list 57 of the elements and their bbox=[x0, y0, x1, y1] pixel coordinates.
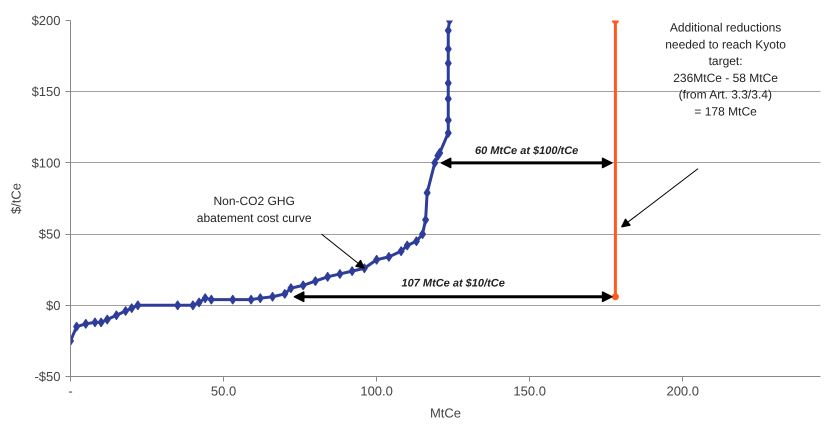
x-tick-label: 200.0 bbox=[666, 384, 700, 398]
y-tick-label: $150 bbox=[32, 84, 60, 100]
y-tick-label: $100 bbox=[32, 155, 60, 170]
y-tick-label: $0 bbox=[46, 298, 61, 313]
point bbox=[112, 310, 120, 320]
annotation: Non-CO2 GHG abatement cost curve bbox=[196, 194, 312, 226]
point bbox=[336, 268, 344, 279]
point bbox=[256, 293, 264, 304]
point bbox=[444, 58, 452, 68]
point bbox=[424, 188, 431, 198]
x-tick-label: 150.0 bbox=[513, 384, 546, 398]
y-tick-label: -$50 bbox=[34, 369, 61, 384]
point bbox=[412, 236, 420, 246]
x-axis-title: MtCe bbox=[430, 406, 462, 420]
point bbox=[91, 317, 98, 328]
annotation: Additional reductions needed to reach Kyoto target: 236MtCe - 58 MtCe (from Art. 3.3/3.4) = 178 MtCe bbox=[665, 20, 786, 118]
point bbox=[373, 254, 380, 265]
point bbox=[196, 297, 203, 308]
x-tick-label: 50.0 bbox=[210, 384, 236, 398]
point bbox=[300, 280, 307, 290]
point bbox=[398, 246, 405, 256]
y-axis-title: $/tCe bbox=[8, 182, 24, 214]
point bbox=[404, 240, 411, 250]
point bbox=[82, 318, 90, 329]
point bbox=[436, 148, 444, 158]
point bbox=[612, 293, 619, 300]
point bbox=[444, 115, 452, 126]
point bbox=[174, 300, 182, 310]
point bbox=[128, 303, 136, 314]
point bbox=[98, 317, 105, 328]
point bbox=[312, 276, 319, 286]
point bbox=[202, 293, 209, 304]
point bbox=[134, 300, 142, 310]
point bbox=[422, 214, 430, 225]
point bbox=[208, 294, 215, 305]
point bbox=[229, 294, 236, 305]
point bbox=[431, 158, 438, 168]
point bbox=[248, 294, 255, 305]
point bbox=[348, 266, 356, 276]
annotation: 60 MtCe at $100/tCe bbox=[474, 145, 578, 158]
point bbox=[104, 314, 111, 325]
point bbox=[444, 94, 452, 104]
point bbox=[269, 292, 276, 302]
point bbox=[385, 252, 392, 262]
point bbox=[73, 322, 80, 332]
y-tick-label: $200 bbox=[32, 13, 60, 28]
annotation: 107 MtCe at $10/tCe bbox=[401, 278, 505, 290]
point bbox=[419, 229, 426, 240]
point bbox=[189, 300, 196, 310]
x-tick-label: 100.0 bbox=[360, 384, 393, 398]
point bbox=[287, 283, 294, 294]
point bbox=[324, 272, 332, 282]
y-tick-label: $50 bbox=[38, 226, 61, 242]
point bbox=[122, 306, 130, 316]
x-tick-label: - bbox=[68, 384, 73, 398]
point bbox=[281, 288, 288, 299]
point bbox=[444, 25, 452, 36]
